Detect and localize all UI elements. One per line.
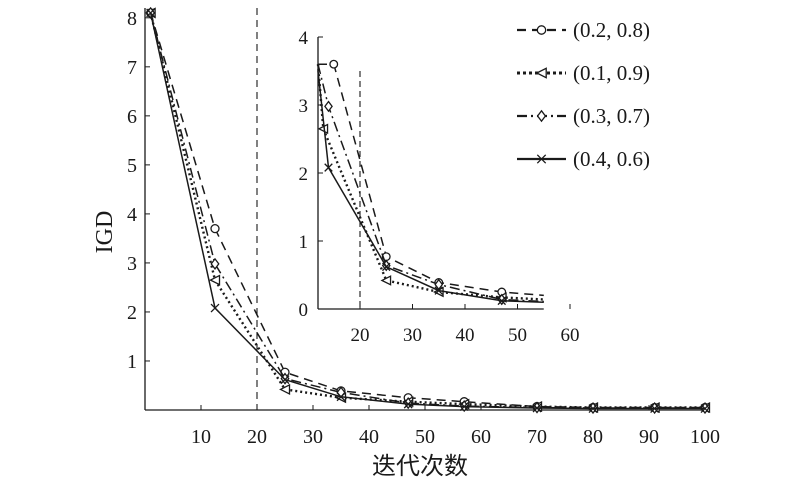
legend-entry: (0.1, 0.9) <box>517 61 650 85</box>
legend-entry: (0.4, 0.6) <box>517 147 650 171</box>
data-point <box>210 223 220 234</box>
legend-marker <box>536 109 547 123</box>
inset-data-point <box>329 59 339 69</box>
inset-x-tick-label: 60 <box>561 325 580 346</box>
data-point <box>700 404 710 413</box>
inset-data-point <box>324 100 333 113</box>
inset-x-tick-label: 50 <box>508 325 527 346</box>
series-(0.4, 0.6) <box>146 8 710 413</box>
inset-data-point <box>497 296 507 306</box>
legend-marker <box>536 154 547 164</box>
inset-plot: 20 30 40 50 60 0 1 2 3 4 <box>278 23 598 347</box>
y-tick-label: 4 <box>127 204 137 226</box>
y-tick-label: 7 <box>127 57 137 79</box>
data-point <box>146 8 156 18</box>
y-tick-label: 3 <box>127 253 137 275</box>
inset-data-point <box>317 123 329 135</box>
legend-label: (0.4, 0.6) <box>573 147 650 171</box>
data-point <box>588 404 598 413</box>
x-tick-label: 70 <box>527 426 547 448</box>
data-point <box>279 383 291 395</box>
x-tick-label: 20 <box>247 426 267 448</box>
inset-data-point <box>380 275 392 286</box>
data-point <box>532 403 542 413</box>
series-line <box>149 12 705 409</box>
inset-y-tick-label: 3 <box>299 96 309 117</box>
inset-x-tick-label: 40 <box>456 325 475 346</box>
inset-data-point <box>381 262 391 272</box>
series-line <box>149 12 705 410</box>
inset-y-tick-label: 2 <box>299 164 309 185</box>
y-axis-title: IGD <box>92 211 118 254</box>
inset-y-tick-label: 1 <box>299 232 309 253</box>
data-point <box>210 303 220 313</box>
y-tick-label: 5 <box>127 155 137 177</box>
data-point <box>403 399 413 409</box>
data-point <box>336 392 346 402</box>
x-tick-label: 90 <box>639 426 659 448</box>
legend-marker <box>536 25 547 35</box>
y-tick-label: 1 <box>127 351 137 373</box>
legend-label: (0.1, 0.9) <box>573 61 650 85</box>
legend-entry: (0.3, 0.7) <box>517 104 650 128</box>
y-tick-label: 6 <box>127 106 137 128</box>
x-tick-label: 60 <box>471 426 491 448</box>
y-tick-label: 8 <box>127 8 137 30</box>
legend-entry: (0.2, 0.8) <box>517 18 650 42</box>
data-point <box>209 274 221 286</box>
inset-x-tick-label: 20 <box>351 325 370 346</box>
x-tick-label: 50 <box>415 426 435 448</box>
legend-label: (0.3, 0.7) <box>573 104 650 128</box>
x-tick-label: 100 <box>690 426 720 448</box>
inset-series-line <box>317 64 544 303</box>
inset-y-tick-label: 4 <box>299 28 309 49</box>
inset-data-point <box>324 163 333 172</box>
x-tick-label: 30 <box>303 426 323 448</box>
data-point <box>459 402 469 412</box>
inset-series-line <box>316 64 544 301</box>
legend-marker <box>535 67 547 79</box>
data-point <box>280 375 290 385</box>
x-tick-label: 40 <box>359 426 379 448</box>
inset-x-tick-label: 30 <box>403 325 422 346</box>
inset-series-line <box>317 70 544 303</box>
legend: (0.2, 0.8) (0.1, 0.9) (0.3, 0.7) (0.4, 0.6) <box>517 18 650 171</box>
x-axis-title: 迭代次数 <box>372 453 468 480</box>
data-point <box>650 404 660 413</box>
inset-series-(0.4, 0.6) <box>317 70 544 306</box>
x-tick-label: 10 <box>191 426 211 448</box>
y-tick-label: 2 <box>127 302 137 324</box>
data-point <box>210 257 220 270</box>
inset-y-tick-label: 0 <box>299 300 309 321</box>
inset-data-point <box>434 278 444 291</box>
x-tick-label: 80 <box>583 426 603 448</box>
inset-data-point <box>434 286 444 295</box>
legend-label: (0.2, 0.8) <box>573 18 650 42</box>
inset-series-line <box>318 63 544 297</box>
